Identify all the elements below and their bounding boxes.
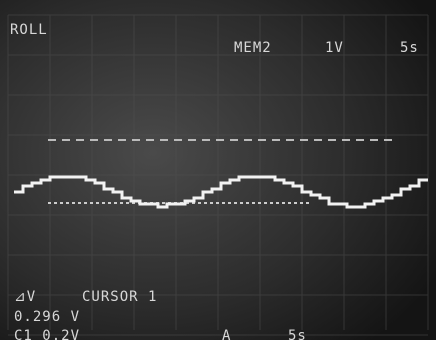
- mode-label: ROLL: [10, 22, 48, 38]
- reading-label: 0.296 V: [14, 309, 80, 325]
- delta-label: ⊿V: [14, 289, 36, 305]
- memory-label: MEM2: [234, 40, 272, 56]
- volts-label: 1V: [325, 40, 344, 56]
- cursor-label: CURSOR 1: [82, 289, 157, 305]
- trigger-label: A: [222, 328, 231, 340]
- channel-label: C1 0.2V: [14, 328, 80, 340]
- footer-time-label: 5s: [288, 328, 307, 340]
- time-label: 5s: [400, 40, 419, 56]
- oscilloscope-photo: ROLL MEM2 1V 5s ⊿V CURSOR 1 0.296 V C1 0…: [0, 0, 436, 340]
